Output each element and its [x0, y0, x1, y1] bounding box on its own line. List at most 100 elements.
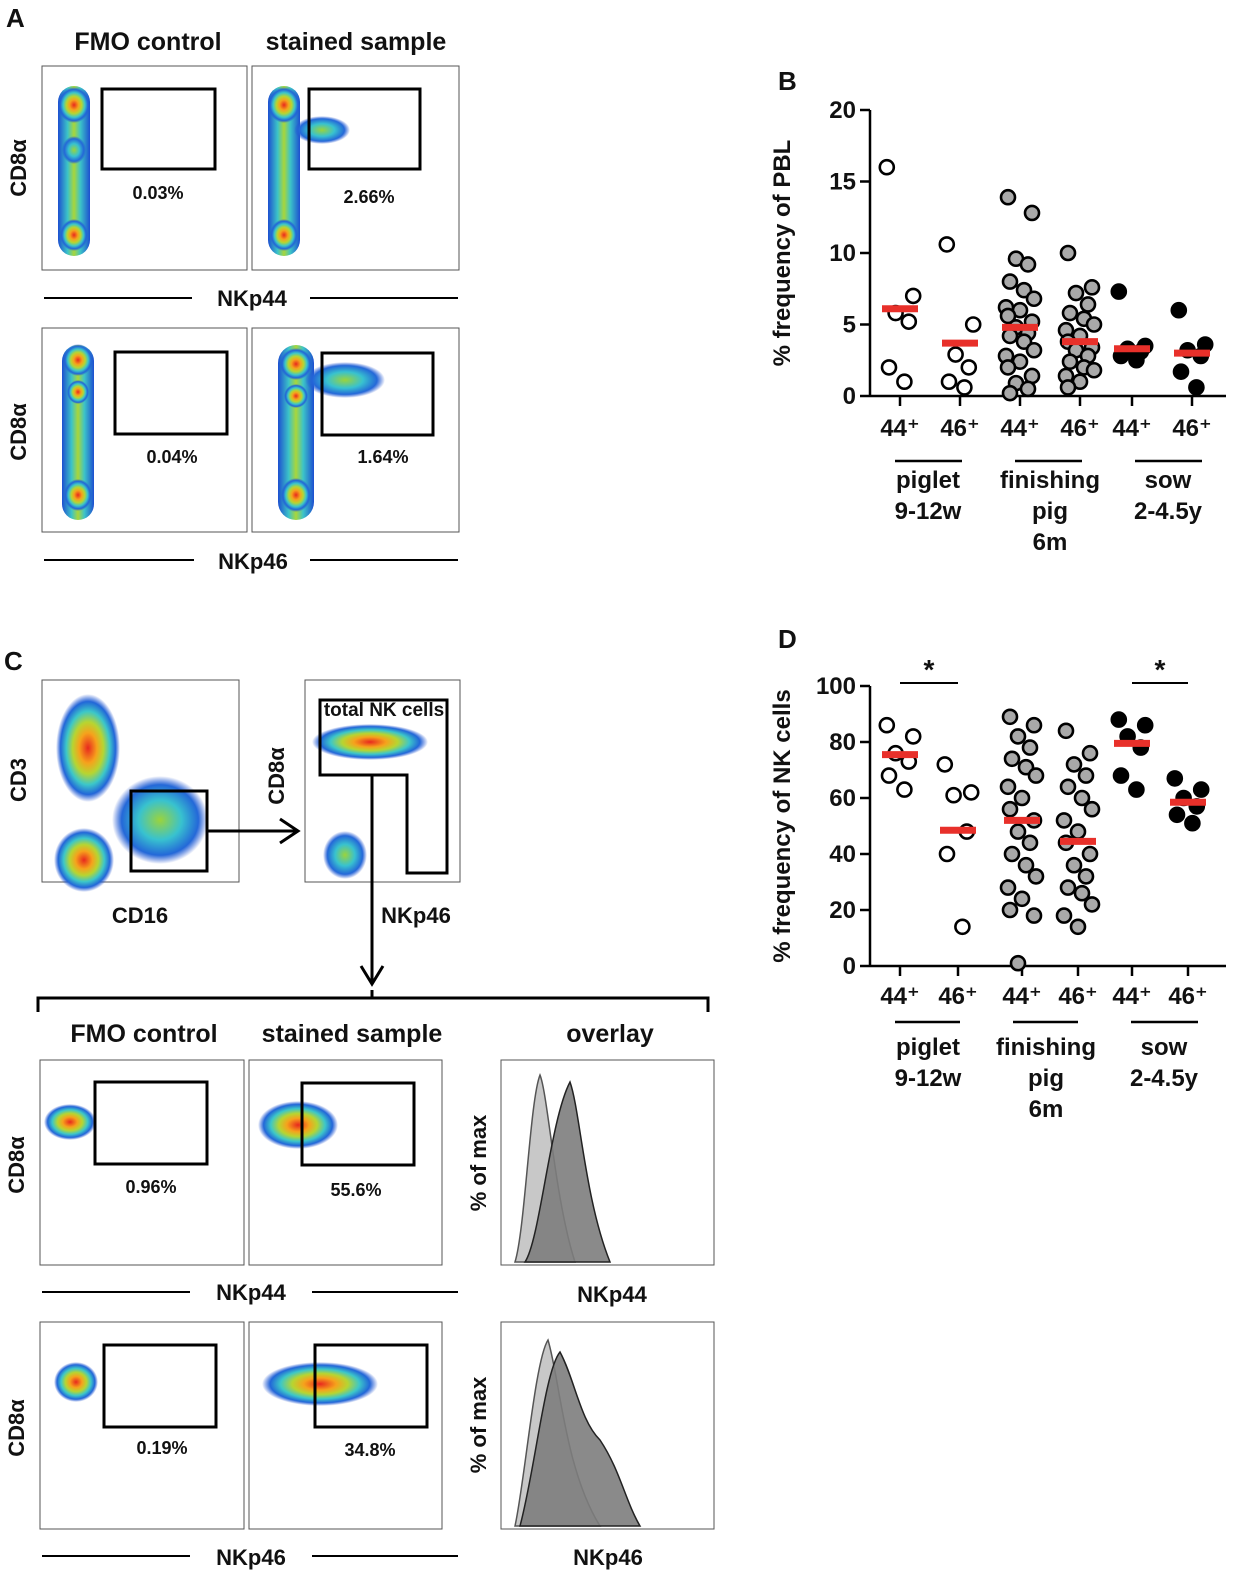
cell-cluster	[67, 380, 89, 404]
col-header-stained: stained sample	[262, 1020, 443, 1048]
col-header-fmo: FMO control	[74, 28, 221, 56]
data-point	[1009, 954, 1027, 972]
y-axis-label-cd8a: CD8α	[4, 1399, 29, 1457]
data-point	[1001, 384, 1019, 402]
data-point	[1112, 767, 1130, 784]
group-label: piglet	[896, 1034, 960, 1061]
group-label: 2-4.5y	[1130, 1065, 1199, 1092]
gate-box	[307, 87, 422, 171]
data-point	[1168, 806, 1186, 824]
data-point	[945, 786, 962, 804]
cell-cluster	[284, 384, 308, 408]
stained-nkp46-percent: 1.64%	[357, 447, 408, 467]
y-tick-label: 80	[829, 729, 856, 756]
cell-cluster	[305, 362, 385, 398]
data-point	[938, 236, 956, 253]
category-label: 44⁺	[1002, 983, 1041, 1010]
y-axis-label-pct-max: % of max	[466, 1114, 491, 1211]
data-point	[947, 346, 964, 363]
group-label: 9-12w	[895, 1065, 962, 1092]
col-header-stained: stained sample	[266, 28, 447, 56]
data-point	[1001, 708, 1019, 726]
cell-cluster	[63, 344, 93, 376]
cell-cluster	[281, 478, 311, 512]
data-point	[1001, 901, 1019, 919]
category-label: 46⁺	[1168, 983, 1207, 1010]
bracket	[36, 996, 710, 1012]
data-point	[999, 307, 1017, 325]
data-point	[1061, 304, 1079, 322]
data-point	[1013, 890, 1031, 908]
cell-cluster	[44, 1104, 96, 1140]
group-label: piglet	[896, 467, 960, 494]
category-label: 44⁺	[880, 415, 919, 442]
y-tick-label: 5	[843, 312, 856, 339]
x-axis-label-nkp46: NKp46	[573, 1545, 643, 1570]
cell-cluster	[58, 87, 90, 123]
category-label: 46⁺	[1060, 415, 1099, 442]
panel-c: C CD3 CD16 total NK cells CD8α NKp46 FMO…	[4, 646, 715, 1570]
data-point	[956, 379, 973, 396]
data-point	[954, 918, 971, 936]
y-axis-label-cd8a: CD8α	[264, 747, 289, 805]
data-point	[999, 778, 1017, 796]
data-point	[1025, 716, 1043, 734]
cell-cluster	[54, 828, 114, 892]
group-label: finishing	[1000, 467, 1100, 494]
arrow-head	[279, 817, 301, 845]
cell-cluster	[270, 219, 298, 251]
chart-d: D 0 20 40 60 80 100 % frequency of NK cells 44⁺…	[769, 624, 1226, 1123]
x-axis-label-nkp44: NKp44	[216, 1280, 286, 1305]
cell-cluster	[62, 136, 86, 164]
data-point	[1019, 256, 1037, 273]
category-label: 44⁺	[1112, 415, 1151, 442]
y-tick-label: 60	[829, 785, 856, 812]
fmo-nkp46-percent: 0.04%	[146, 447, 197, 467]
data-point	[896, 781, 913, 798]
data-point	[940, 373, 958, 391]
category-label: 46⁺	[938, 983, 977, 1010]
data-point	[1021, 834, 1039, 852]
data-point	[938, 845, 956, 863]
data-point	[1069, 918, 1087, 936]
data-point	[1027, 767, 1045, 784]
y-axis-label-cd8a: CD8α	[4, 1136, 29, 1194]
stained-nkp44-percent: 55.6%	[330, 1180, 381, 1200]
data-point	[1085, 361, 1103, 379]
y-tick-label: 20	[829, 97, 856, 124]
data-point	[896, 373, 913, 391]
gate-box	[100, 87, 217, 171]
data-point	[1027, 868, 1045, 885]
cell-cluster	[280, 348, 312, 380]
data-point	[1059, 778, 1077, 796]
category-label: 44⁺	[880, 983, 919, 1010]
gate-box	[93, 1080, 209, 1166]
group-label: sow	[1145, 467, 1192, 494]
chart-b: B 0 5 10 15 20 % frequency of PBL 44⁺ 46⁺ 44⁺ 46⁺…	[769, 66, 1226, 556]
data-point	[1083, 279, 1101, 296]
cell-column	[268, 86, 300, 256]
cell-cluster	[60, 219, 88, 251]
fmo-nkp46-percent: 0.19%	[136, 1438, 187, 1458]
y-tick-label: 15	[829, 169, 856, 196]
group-label: 2-4.5y	[1134, 498, 1203, 525]
group-label: 6m	[1033, 529, 1068, 556]
data-point	[1079, 296, 1097, 313]
panel-c-row-2: 0.19% 34.8% CD8α NKp46 % of max NKp46	[4, 1321, 715, 1570]
stained-nkp46-percent: 34.8%	[344, 1440, 395, 1460]
data-point	[1001, 273, 1019, 290]
data-point	[1059, 244, 1077, 262]
gate-box	[113, 350, 229, 436]
data-point	[878, 158, 896, 176]
data-point	[1019, 380, 1037, 398]
y-tick-label: 10	[829, 240, 856, 267]
cell-cluster	[56, 694, 120, 802]
group-label: finishing	[996, 1034, 1096, 1061]
data-point	[1001, 327, 1019, 345]
data-point	[999, 879, 1017, 896]
cell-cluster	[262, 1362, 378, 1406]
stained-histogram	[523, 1080, 612, 1263]
cell-cluster	[64, 479, 92, 511]
data-point	[1059, 879, 1077, 896]
